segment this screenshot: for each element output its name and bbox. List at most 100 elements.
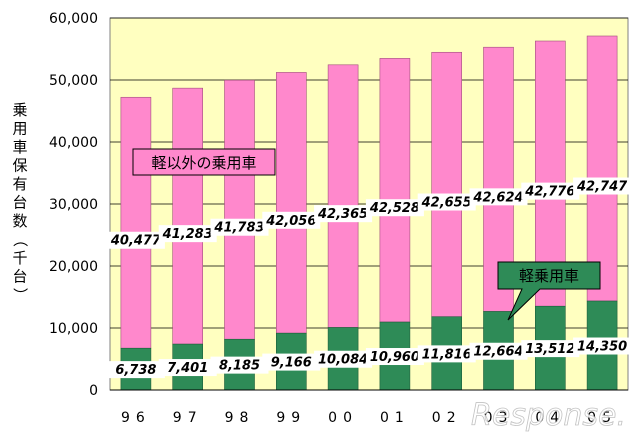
data-label-kei-bg — [469, 342, 528, 360]
data-label-kei-group: 9,166 — [262, 353, 321, 371]
data-label-other-group: 41,283 — [158, 225, 217, 243]
x-tick-label: 99 — [276, 410, 306, 426]
data-label-other: 41,783 — [213, 221, 264, 236]
data-label-other-group: 42,528 — [365, 199, 424, 217]
x-tick-label: 00 — [328, 410, 358, 426]
data-label-kei-bg — [417, 345, 476, 363]
y-axis-title-char: 保 — [12, 157, 27, 175]
bar-segment-other — [379, 58, 411, 323]
data-label-other-bg — [262, 211, 321, 229]
bar-segment-other — [327, 64, 359, 328]
bars — [120, 35, 618, 391]
data-label-other: 41,283 — [162, 227, 213, 242]
watermark: Response. — [471, 398, 626, 433]
y-axis-title-char: 乗 — [12, 101, 27, 119]
data-label-other: 42,655 — [421, 196, 472, 211]
data-label-other-group: 41,783 — [210, 218, 269, 236]
data-label-other: 42,056 — [265, 214, 316, 229]
y-tick-label: 0 — [89, 383, 98, 399]
data-label-other-bg — [469, 188, 528, 206]
y-axis-title-char: 台 — [12, 194, 27, 212]
data-label-kei-bg — [521, 340, 580, 358]
y-axis-title-char: 有 — [12, 175, 27, 193]
data-label-other-bg — [521, 182, 580, 200]
data-label-kei: 14,350 — [577, 340, 627, 355]
data-label-other-group: 42,776 — [521, 182, 580, 200]
bar-segment-other — [172, 87, 203, 345]
y-tick-label: 20,000 — [49, 259, 98, 275]
x-tick-label: 96 — [121, 410, 151, 426]
data-label-other: 40,477 — [110, 234, 162, 249]
data-label-kei: 12,664 — [473, 345, 523, 360]
data-label-kei-bg — [314, 350, 373, 368]
x-tick-label: 03 — [484, 410, 514, 426]
data-label-kei-group: 12,664 — [469, 342, 528, 360]
bar-segment-other — [431, 51, 463, 318]
data-label-other-bg — [365, 199, 424, 217]
data-label-other-bg — [573, 177, 632, 195]
data-label-kei: 8,185 — [219, 359, 260, 374]
data-label-kei-group: 14,350 — [573, 337, 632, 355]
data-label-kei-bg — [573, 337, 632, 355]
data-label-other: 42,776 — [524, 185, 575, 200]
bar-segment-other — [224, 79, 255, 340]
data-label-other-group: 42,056 — [262, 211, 321, 229]
data-label-kei-group: 11,816 — [417, 345, 476, 363]
y-axis-title-char: 数 — [12, 212, 27, 230]
legend-label-kei: 軽乗用車 — [519, 267, 579, 285]
x-tick-label: 01 — [380, 410, 410, 426]
x-tick-label: 98 — [225, 410, 255, 426]
y-axis-title-char: 車 — [12, 138, 27, 156]
y-axis-title-char: （ — [11, 232, 29, 247]
y-axis-title-char: 用 — [12, 120, 27, 138]
legend-box-other — [132, 148, 276, 176]
y-axis-title-char: ） — [11, 287, 29, 302]
x-tick-label: 04 — [535, 410, 565, 426]
data-label-other-bg — [417, 193, 476, 211]
y-tick-label: 40,000 — [49, 135, 98, 151]
data-label-kei: 6,738 — [115, 363, 156, 378]
x-tick-label: 97 — [173, 410, 203, 426]
data-label-other: 42,365 — [317, 207, 368, 222]
legend-label-other: 軽以外の乗用車 — [151, 154, 256, 172]
x-tick-label: 02 — [432, 410, 462, 426]
data-label-kei-group: 6,738 — [106, 361, 165, 379]
data-label-other-group: 42,655 — [417, 193, 476, 211]
data-label-other: 42,528 — [369, 201, 420, 216]
data-label-other-group: 42,747 — [573, 177, 632, 195]
y-axis-title-char: 千 — [12, 249, 27, 267]
data-label-kei-group: 10,960 — [365, 348, 424, 366]
data-label-kei-bg — [106, 361, 165, 379]
data-label-other-group: 42,365 — [314, 205, 373, 223]
data-label-kei-group: 7,401 — [158, 359, 217, 377]
legend-callout-kei — [497, 261, 601, 321]
data-label-kei: 9,166 — [271, 356, 312, 371]
bar-segment-other — [120, 96, 152, 349]
y-axis-title-char: 台 — [12, 268, 27, 286]
data-label-kei: 10,084 — [318, 353, 368, 368]
data-label-kei-bg — [262, 353, 321, 371]
data-label-other-group: 42,624 — [469, 188, 528, 206]
bar-segment-other — [586, 35, 618, 302]
y-tick-label: 10,000 — [49, 321, 98, 337]
data-label-kei: 7,401 — [167, 361, 208, 376]
y-tick-label: 50,000 — [49, 73, 98, 89]
bar-segment-other — [275, 72, 307, 334]
data-labels: 40,477 6,738 41,283 7,401 41,783 8,185 42,056 9… — [106, 177, 632, 379]
data-label-other-bg — [106, 231, 165, 249]
data-label-kei-bg — [210, 356, 269, 374]
data-label-kei: 13,512 — [525, 342, 575, 357]
data-label-other: 42,624 — [472, 190, 523, 205]
data-label-other-bg — [158, 225, 217, 243]
data-label-kei-group: 13,512 — [521, 340, 580, 358]
data-label-other: 42,747 — [576, 180, 628, 195]
data-label-other-bg — [314, 205, 373, 223]
data-label-kei-bg — [158, 359, 217, 377]
data-label-kei: 11,816 — [422, 347, 472, 362]
data-label-kei-group: 10,084 — [314, 350, 373, 368]
y-tick-label: 60,000 — [49, 11, 98, 27]
data-label-kei-group: 8,185 — [210, 356, 269, 374]
